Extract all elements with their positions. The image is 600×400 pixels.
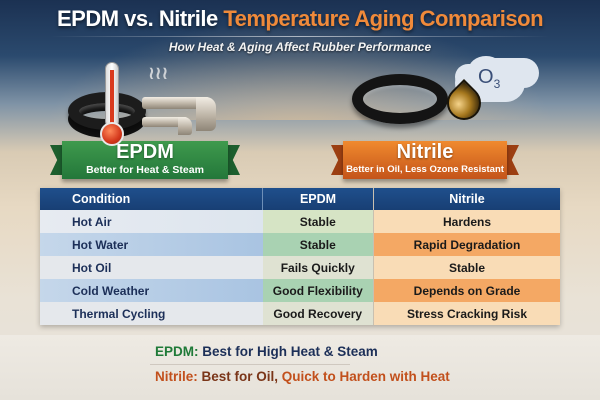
ozone-label: O3 [478, 66, 501, 91]
epdm-cell: Fails Quickly [262, 256, 374, 279]
nitrile-cell: Hardens [373, 210, 560, 233]
nitrile-cell: Rapid Degradation [373, 233, 560, 256]
column-header-epdm: EPDM [262, 188, 374, 210]
column-header-condition: Condition [40, 188, 263, 210]
title-accent: Temperature Aging Comparison [223, 6, 544, 31]
nitrile-cell: Stress Cracking Risk [373, 302, 560, 325]
epdm-cell: Stable [262, 210, 374, 233]
steam-icon: ≀≀≀ [148, 63, 169, 83]
epdm-banner-tagline: Better for Heat & Steam [86, 164, 204, 176]
page-title: EPDM vs. Nitrile Temperature Aging Compa… [0, 6, 600, 32]
epdm-banner: EPDM Better for Heat & Steam [62, 141, 228, 179]
nitrile-cell: Stable [373, 256, 560, 279]
epdm-cell: Stable [262, 233, 374, 256]
thermometer-icon [100, 62, 124, 152]
table-row: Hot Oil Fails Quickly Stable [40, 256, 560, 279]
footer-divider [150, 364, 350, 365]
condition-cell: Hot Oil [40, 256, 263, 279]
summary-nitrile: Nitrile: Best for Oil, Quick to Harden w… [155, 369, 450, 384]
condition-cell: Cold Weather [40, 279, 263, 302]
condition-cell: Thermal Cycling [40, 302, 263, 325]
table-row: Thermal Cycling Good Recovery Stress Cra… [40, 302, 560, 325]
nitrile-banner: Nitrile Better in Oil, Less Ozone Resist… [343, 141, 507, 179]
table-row: Hot Air Stable Hardens [40, 210, 560, 233]
summary-epdm-key: EPDM: [155, 344, 199, 359]
condition-cell: Hot Water [40, 233, 263, 256]
summary-nitrile-text: Best for Oil, [197, 369, 282, 384]
table-row: Cold Weather Good Flexibility Depends on… [40, 279, 560, 302]
epdm-cell: Good Flexibility [262, 279, 374, 302]
summary-footer [0, 335, 600, 400]
summary-nitrile-key: Nitrile: [155, 369, 198, 384]
condition-cell: Hot Air [40, 210, 263, 233]
summary-epdm: EPDM: Best for High Heat & Steam [155, 344, 378, 359]
title-divider [50, 36, 550, 37]
epdm-cell: Good Recovery [262, 302, 374, 325]
page-subtitle: How Heat & Aging Affect Rubber Performan… [168, 40, 432, 54]
nitrile-cell: Depends on Grade [373, 279, 560, 302]
title-main: EPDM vs. Nitrile [56, 6, 224, 31]
summary-nitrile-warning: Quick to Harden with Heat [281, 369, 450, 384]
o-ring-icon [352, 74, 448, 124]
summary-epdm-text: Best for High Heat & Steam [198, 344, 378, 359]
nitrile-banner-tagline: Better in Oil, Less Ozone Resistant [346, 164, 504, 175]
comparison-table: Condition EPDM Nitrile Hot Air Stable Ha… [40, 188, 560, 325]
table-row: Hot Water Stable Rapid Degradation [40, 233, 560, 256]
epdm-banner-title: EPDM [116, 141, 174, 163]
nitrile-banner-title: Nitrile [396, 141, 454, 163]
column-header-nitrile: Nitrile [373, 188, 560, 210]
table-header-row: Condition EPDM Nitrile [40, 188, 560, 210]
